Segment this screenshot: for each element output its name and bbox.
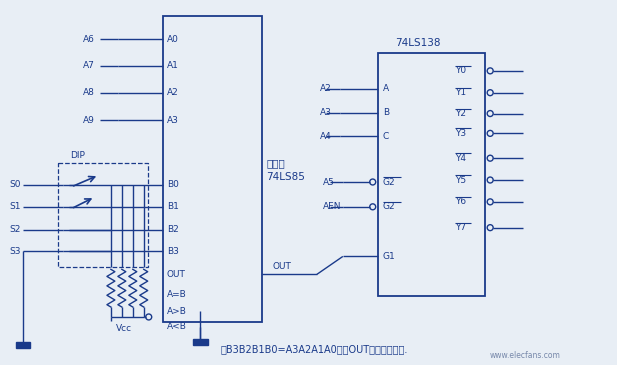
Text: 74LS138: 74LS138 (395, 38, 441, 48)
Text: Vcc: Vcc (116, 324, 132, 333)
Polygon shape (16, 342, 30, 348)
Text: OUT: OUT (167, 270, 186, 279)
Text: www.elecfans.com: www.elecfans.com (489, 351, 560, 360)
Text: A0: A0 (167, 35, 178, 43)
Text: A>B: A>B (167, 307, 186, 315)
Text: A3: A3 (320, 108, 332, 117)
Polygon shape (193, 339, 209, 345)
Text: S2: S2 (9, 225, 21, 234)
Text: A2: A2 (167, 88, 178, 97)
Text: A5: A5 (323, 177, 335, 187)
Text: A8: A8 (83, 88, 95, 97)
Text: A9: A9 (83, 116, 95, 125)
Text: AEN: AEN (323, 202, 341, 211)
Text: Y2: Y2 (455, 109, 466, 118)
Bar (378, 53, 485, 296)
Text: G2: G2 (383, 202, 395, 211)
Text: 当B3B2B1B0=A3A2A1A0时，OUT输出为高电平.: 当B3B2B1B0=A3A2A1A0时，OUT输出为高电平. (220, 344, 408, 354)
Text: S0: S0 (9, 180, 21, 189)
Text: 74LS85: 74LS85 (266, 172, 305, 182)
Text: B: B (383, 108, 389, 117)
Text: 比较器: 比较器 (266, 158, 285, 168)
Text: Y6: Y6 (455, 197, 466, 206)
Text: B3: B3 (167, 247, 178, 256)
Text: Y1: Y1 (455, 88, 466, 97)
Text: A2: A2 (320, 84, 332, 93)
Text: Y7: Y7 (455, 223, 466, 232)
Text: Y4: Y4 (455, 154, 466, 163)
Text: OUT: OUT (272, 262, 291, 271)
Text: A7: A7 (83, 61, 95, 70)
Text: A<B: A<B (167, 322, 186, 331)
Text: A3: A3 (167, 116, 178, 125)
Text: C: C (383, 132, 389, 141)
Text: A=B: A=B (167, 290, 186, 299)
Text: Y3: Y3 (455, 129, 466, 138)
Bar (163, 16, 262, 322)
Text: A1: A1 (167, 61, 178, 70)
Text: B0: B0 (167, 180, 178, 189)
Text: S3: S3 (9, 247, 21, 256)
Text: A: A (383, 84, 389, 93)
Text: A4: A4 (320, 132, 332, 141)
Text: G2: G2 (383, 177, 395, 187)
Text: DIP: DIP (70, 151, 85, 160)
Text: A6: A6 (83, 35, 95, 43)
Text: B2: B2 (167, 225, 178, 234)
Text: S1: S1 (9, 202, 21, 211)
Text: Y0: Y0 (455, 66, 466, 75)
Text: Y5: Y5 (455, 176, 466, 185)
Bar (58, 163, 147, 267)
Text: B1: B1 (167, 202, 178, 211)
Text: G1: G1 (383, 252, 395, 261)
